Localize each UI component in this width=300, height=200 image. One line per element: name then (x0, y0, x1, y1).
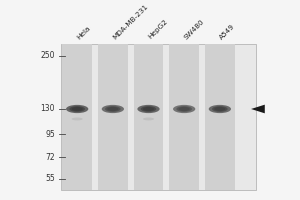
Ellipse shape (72, 107, 83, 111)
FancyBboxPatch shape (205, 44, 235, 190)
Text: HepG2: HepG2 (147, 18, 169, 40)
Text: 130: 130 (40, 104, 55, 113)
Ellipse shape (137, 105, 160, 113)
FancyBboxPatch shape (62, 44, 92, 190)
Text: A549: A549 (218, 23, 236, 40)
Ellipse shape (173, 105, 195, 113)
Ellipse shape (178, 107, 190, 111)
Text: SW480: SW480 (183, 18, 205, 40)
Text: 250: 250 (40, 51, 55, 60)
Ellipse shape (209, 105, 231, 113)
FancyBboxPatch shape (134, 44, 164, 190)
FancyBboxPatch shape (61, 44, 256, 190)
Text: Hela: Hela (76, 24, 91, 40)
Ellipse shape (141, 106, 156, 112)
Text: 95: 95 (45, 130, 55, 139)
Ellipse shape (176, 106, 192, 112)
FancyBboxPatch shape (98, 44, 128, 190)
Ellipse shape (107, 107, 118, 111)
Text: 55: 55 (45, 174, 55, 183)
Ellipse shape (143, 118, 154, 120)
Ellipse shape (72, 118, 83, 120)
Ellipse shape (66, 105, 88, 113)
Text: MDA-MB-231: MDA-MB-231 (111, 3, 149, 40)
Text: 72: 72 (45, 153, 55, 162)
Ellipse shape (105, 106, 121, 112)
FancyBboxPatch shape (169, 44, 199, 190)
Ellipse shape (212, 106, 228, 112)
Ellipse shape (102, 105, 124, 113)
Polygon shape (251, 105, 265, 113)
Ellipse shape (214, 107, 225, 111)
Ellipse shape (143, 107, 154, 111)
Ellipse shape (69, 106, 85, 112)
